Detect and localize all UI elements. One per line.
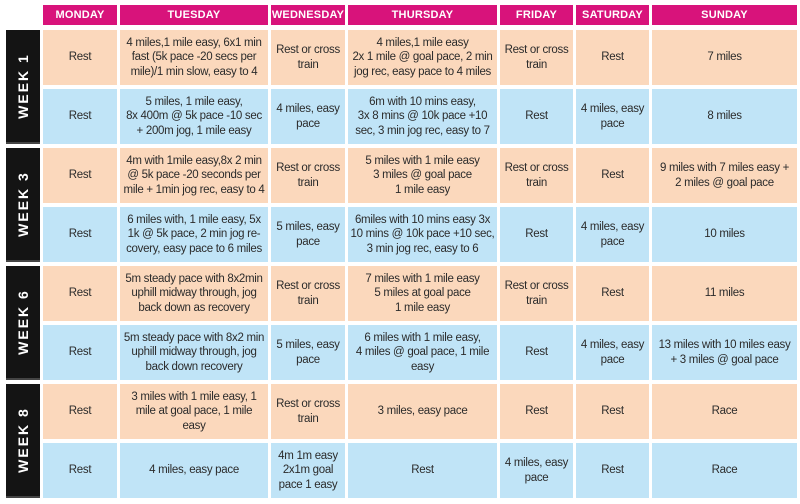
table-cell-wednesday: 5 miles, easy pace	[271, 207, 345, 262]
header-thursday: THURSDAY	[348, 5, 497, 25]
table-cell-sunday: 7 miles	[652, 30, 797, 85]
training-plan-table: Rest 4 miles,1 mile easy, 6x1 min fast (5…	[43, 30, 797, 498]
week-label-text: WEEK 8	[15, 407, 31, 473]
table-cell-thursday: 6miles with 10 mins easy 3x 10 mins @ 10…	[348, 207, 497, 262]
header-saturday: SATURDAY	[576, 5, 649, 25]
week-label: WEEK 1	[6, 30, 40, 144]
table-cell-wednesday: 4m 1m easy 2x1m goal pace 1 easy	[271, 443, 345, 498]
header-friday: FRIDAY	[500, 5, 573, 25]
table-cell-monday: Rest	[43, 30, 117, 85]
table-cell-thursday: 7 miles with 1 mile easy 5 miles at goal…	[348, 266, 497, 321]
table-cell-wednesday: Rest or cross train	[271, 266, 345, 321]
table-cell-thursday: Rest	[348, 443, 497, 498]
table-cell-wednesday: 5 miles, easy pace	[271, 325, 345, 380]
table-cell-sunday: 8 miles	[652, 89, 797, 144]
table-cell-sunday: 9 miles with 7 miles easy + 2 miles @ go…	[652, 148, 797, 203]
table-cell-monday: Rest	[43, 89, 117, 144]
header-sunday: SUNDAY	[652, 5, 797, 25]
table-cell-saturday: Rest	[576, 443, 649, 498]
table-cell-monday: Rest	[43, 384, 117, 439]
table-cell-tuesday: 4 miles,1 mile easy, 6x1 min fast (5k pa…	[120, 30, 268, 85]
table-cell-friday: Rest	[500, 325, 573, 380]
table-cell-monday: Rest	[43, 148, 117, 203]
table-cell-friday: 4 miles, easy pace	[500, 443, 573, 498]
header-wednesday: WEDNESDAY	[271, 5, 345, 25]
table-cell-saturday: Rest	[576, 148, 649, 203]
table-cell-wednesday: Rest or cross train	[271, 384, 345, 439]
table-cell-thursday: 3 miles, easy pace	[348, 384, 497, 439]
table-cell-friday: Rest	[500, 384, 573, 439]
table-cell-monday: Rest	[43, 207, 117, 262]
table-cell-tuesday: 3 miles with 1 mile easy, 1 mile at goal…	[120, 384, 268, 439]
table-cell-saturday: Rest	[576, 384, 649, 439]
week-labels: WEEK 1 WEEK 3 WEEK 6 WEEK 8	[6, 30, 40, 498]
table-cell-saturday: 4 miles, easy pace	[576, 89, 649, 144]
table-cell-sunday: Race	[652, 443, 797, 498]
table-cell-wednesday: Rest or cross train	[271, 30, 345, 85]
table-cell-friday: Rest or cross train	[500, 266, 573, 321]
table-cell-thursday: 6m with 10 mins easy, 3x 8 mins @ 10k pa…	[348, 89, 497, 144]
week-label: WEEK 8	[6, 384, 40, 498]
table-cell-friday: Rest	[500, 89, 573, 144]
table-cell-tuesday: 6 miles with, 1 mile easy, 5x 1k @ 5k pa…	[120, 207, 268, 262]
table-cell-sunday: 10 miles	[652, 207, 797, 262]
week-label: WEEK 3	[6, 148, 40, 262]
table-cell-monday: Rest	[43, 443, 117, 498]
table-cell-monday: Rest	[43, 266, 117, 321]
table-cell-friday: Rest	[500, 207, 573, 262]
table-cell-wednesday: Rest or cross train	[271, 148, 345, 203]
table-cell-tuesday: 4 miles, easy pace	[120, 443, 268, 498]
table-cell-saturday: Rest	[576, 30, 649, 85]
table-cell-thursday: 5 miles with 1 mile easy 3 miles @ goal …	[348, 148, 497, 203]
header-monday: MONDAY	[43, 5, 117, 25]
table-cell-saturday: Rest	[576, 266, 649, 321]
table-cell-monday: Rest	[43, 325, 117, 380]
week-label-text: WEEK 1	[15, 53, 31, 119]
table-cell-saturday: 4 miles, easy pace	[576, 207, 649, 262]
table-cell-sunday: Race	[652, 384, 797, 439]
table-cell-thursday: 4 miles,1 mile easy 2x 1 mile @ goal pac…	[348, 30, 497, 85]
week-label-text: WEEK 6	[15, 289, 31, 355]
table-cell-tuesday: 5m steady pace with 8x2min uphill midway…	[120, 266, 268, 321]
table-cell-friday: Rest or cross train	[500, 148, 573, 203]
table-cell-sunday: 11 miles	[652, 266, 797, 321]
header-tuesday: TUESDAY	[120, 5, 268, 25]
day-header-row: MONDAY TUESDAY WEDNESDAY THURSDAY FRIDAY SATU…	[43, 5, 797, 25]
table-cell-tuesday: 4m with 1mile easy,8x 2 min @ 5k pace -2…	[120, 148, 268, 203]
table-cell-saturday: 4 miles, easy pace	[576, 325, 649, 380]
table-cell-friday: Rest or cross train	[500, 30, 573, 85]
week-label-text: WEEK 3	[15, 171, 31, 237]
table-cell-wednesday: 4 miles, easy pace	[271, 89, 345, 144]
table-cell-sunday: 13 miles with 10 miles easy + 3 miles @ …	[652, 325, 797, 380]
table-cell-thursday: 6 miles with 1 mile easy, 4 miles @ goal…	[348, 325, 497, 380]
week-label: WEEK 6	[6, 266, 40, 380]
table-cell-tuesday: 5 miles, 1 mile easy, 8x 400m @ 5k pace …	[120, 89, 268, 144]
table-cell-tuesday: 5m steady pace with 8x2 min uphill midwa…	[120, 325, 268, 380]
